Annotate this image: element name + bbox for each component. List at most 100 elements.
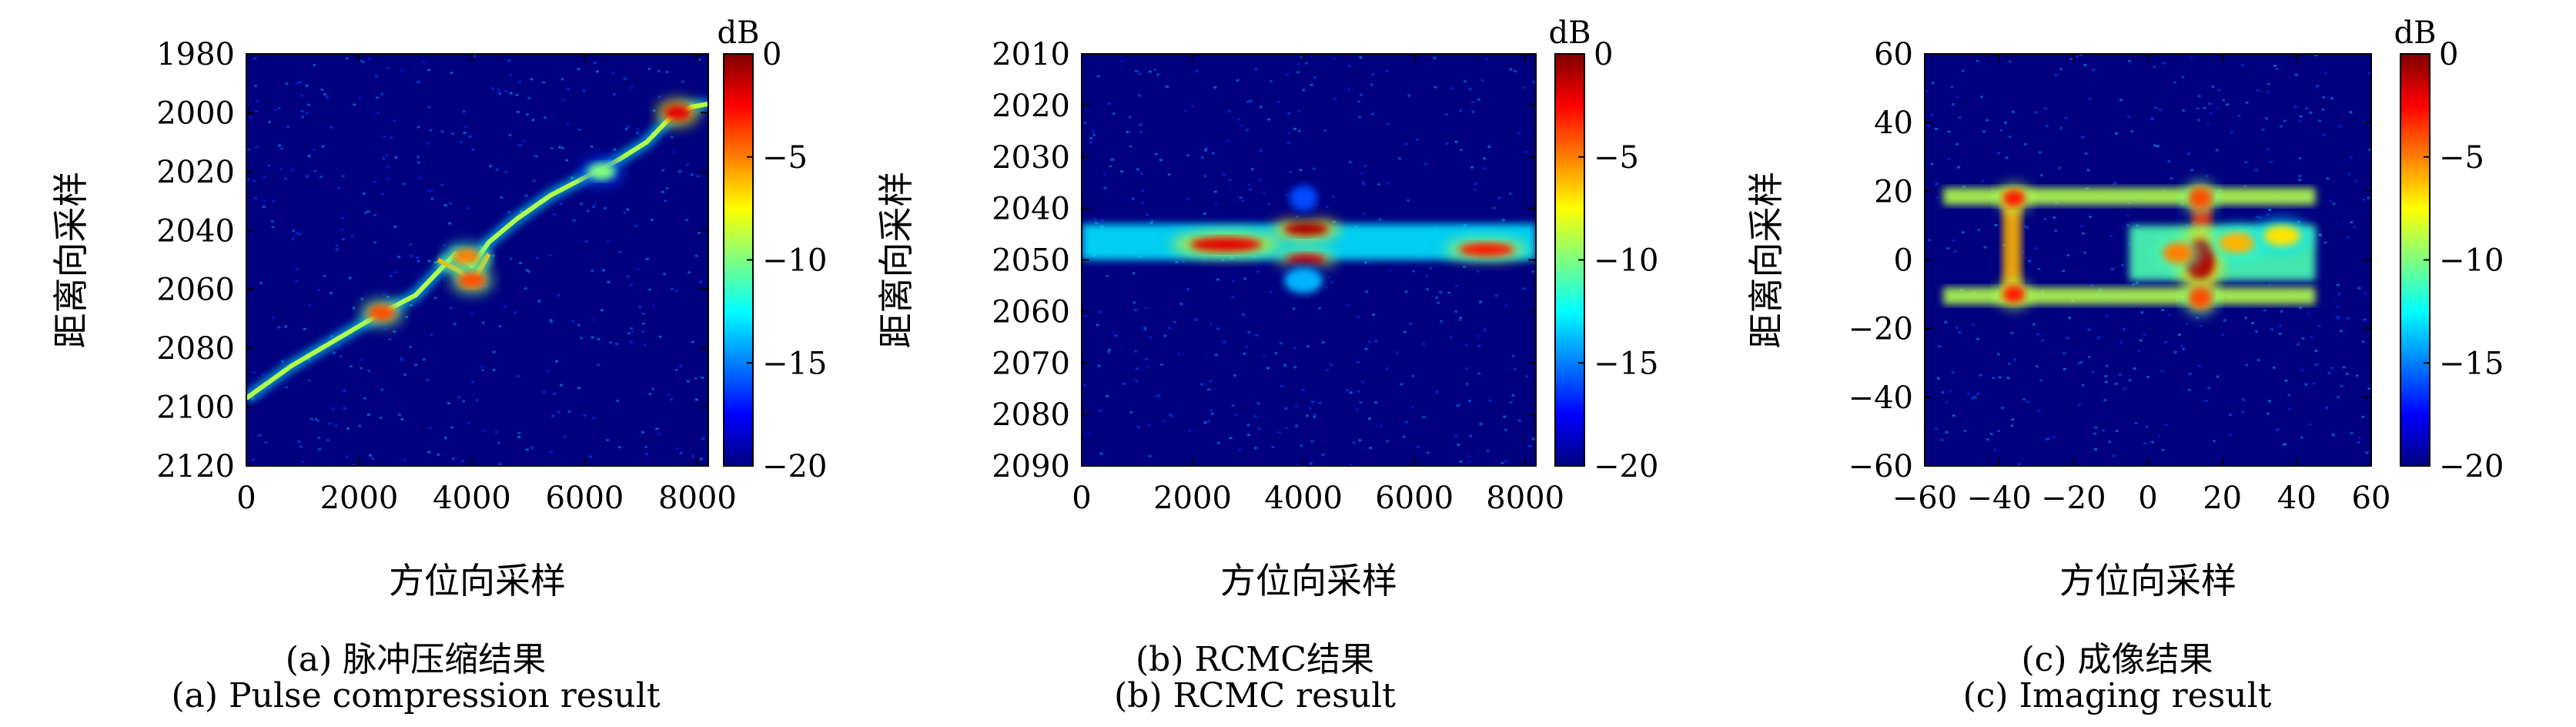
x-tick-label: 0 <box>1072 481 1091 516</box>
heatmap-spot <box>1283 267 1323 293</box>
y-tick-label: 2080 <box>992 397 1070 433</box>
heatmap-spot <box>367 304 396 321</box>
x-tick-label: 6000 <box>546 481 624 516</box>
x-tick-label: 6000 <box>1375 481 1454 516</box>
x-axis-label: 方位向采样 <box>1220 560 1397 601</box>
heatmap-content <box>1925 54 2371 466</box>
x-tick-label: 40 <box>2277 481 2317 516</box>
heatmap-spot <box>2163 243 2193 263</box>
x-tick-label: 4000 <box>1264 481 1343 516</box>
y-tick-label: 2030 <box>992 140 1070 176</box>
y-tick-label: 2080 <box>156 331 235 367</box>
heatmap-band <box>1943 287 2316 305</box>
y-tick-label: 2050 <box>992 243 1070 279</box>
colorbar: 0 −5 −10 −15 −20 dB <box>1549 15 1659 484</box>
heatmap-noise <box>246 55 705 466</box>
colorbar-tick-label: −20 <box>1594 449 1658 484</box>
x-axis-label: 方位向采样 <box>2059 560 2236 601</box>
heatmap-spot <box>452 248 480 266</box>
y-tick-label: 2040 <box>992 192 1070 227</box>
y-tick-label: 0 <box>1894 243 1913 279</box>
y-tick-label: 2020 <box>156 155 235 190</box>
x-tick-label: 0 <box>2138 481 2157 516</box>
heatmap-spot <box>1290 185 1318 211</box>
y-tick-label: 2040 <box>156 213 235 249</box>
panel-c: −60 −40 −20 0 20 40 60 60 40 20 0 −20 −40 −60 方位向采样 距离向… <box>1745 15 2504 601</box>
colorbar-tick-label: −15 <box>2439 346 2504 381</box>
x-tick-label: 4000 <box>433 481 511 516</box>
y-axis-label: 距离向采样 <box>50 172 92 349</box>
heatmap-spot <box>2189 187 2212 209</box>
y-axis-label: 距离向采样 <box>1745 172 1787 349</box>
colorbar: 0 −5 −10 −15 −20 dB <box>2394 15 2504 484</box>
y-tick-label: 2060 <box>156 273 235 308</box>
y-tick-label: 2100 <box>156 390 235 426</box>
caption-a-en: (a) Pulse compression result <box>171 676 661 715</box>
panel-b: 0 2000 4000 6000 8000 2010 2020 2030 2040 2050 206… <box>875 15 1658 601</box>
colorbar-tick-label: −5 <box>762 140 808 176</box>
caption-b-en: (b) RCMC result <box>1114 676 1396 715</box>
colorbar-tick-label: −20 <box>762 449 827 484</box>
colorbar-tick-label: −10 <box>762 243 827 279</box>
x-tick-label: 8000 <box>1486 481 1564 516</box>
x-tick-label: 20 <box>2203 481 2242 516</box>
heatmap-spot <box>587 163 616 180</box>
y-axis-label: 距离向采样 <box>875 172 917 349</box>
colorbar: 0 −5 −10 −15 −20 dB <box>718 15 828 484</box>
heatmap-spot <box>2002 285 2026 303</box>
x-tick-label: −60 <box>1892 481 1957 516</box>
x-axis-label: 方位向采样 <box>389 560 566 601</box>
y-tick-label: 2120 <box>156 449 235 484</box>
heatmap-spot <box>1458 243 1514 256</box>
y-tick-label: 2090 <box>992 449 1070 484</box>
panel-a: 0 2000 4000 6000 8000 1980 2000 2020 2040 2060 208… <box>50 15 827 601</box>
colorbar-tick-label: 0 <box>762 37 781 72</box>
colorbar-tick-label: 0 <box>1594 37 1613 72</box>
colorbar-tick-label: −15 <box>1594 346 1658 381</box>
y-tick-label: 2070 <box>992 346 1070 381</box>
heatmap-spot <box>2263 225 2301 246</box>
colorbar-label: dB <box>718 15 760 51</box>
x-tick-label: 8000 <box>658 481 737 516</box>
caption-b-cn: (b) RCMC结果 <box>1136 640 1374 679</box>
y-tick-label: 2060 <box>992 294 1070 330</box>
colorbar-tick-label: −20 <box>2439 449 2504 484</box>
x-tick-label: 60 <box>2352 481 2391 516</box>
colorbar-tick-label: −5 <box>1594 140 1639 176</box>
x-tick-label: −20 <box>2041 481 2106 516</box>
y-tick-label: 20 <box>1874 174 1913 209</box>
y-tick-label: 2000 <box>156 95 235 131</box>
x-tick-label: 0 <box>236 481 256 516</box>
y-tick-label: 2020 <box>992 89 1070 124</box>
y-tick-label: −40 <box>1848 380 1913 416</box>
caption-c-cn: (c) 成像结果 <box>2021 640 2213 679</box>
heatmap-spot <box>1283 222 1329 236</box>
y-tick-label: 1980 <box>156 37 235 72</box>
heatmap-band <box>1943 187 2316 206</box>
heatmap-content <box>246 55 708 466</box>
colorbar-tick-label: −10 <box>1594 243 1658 279</box>
x-tick-label: −40 <box>1966 481 2031 516</box>
colorbar-tick-label: −15 <box>762 346 827 381</box>
heatmap-spot <box>457 272 486 289</box>
heatmap-spot <box>2218 232 2257 253</box>
y-tick-label: −60 <box>1848 449 1913 484</box>
colorbar-tick-label: −5 <box>2439 140 2484 176</box>
caption-a-cn: (a) 脉冲压缩结果 <box>285 640 547 679</box>
y-tick-label: 2010 <box>992 37 1070 72</box>
y-tick-label: −20 <box>1848 312 1913 347</box>
x-tick-label: 2000 <box>320 481 399 516</box>
heatmap-spot <box>2189 287 2212 308</box>
y-tick-label: 40 <box>1874 106 1913 141</box>
colorbar-tick-label: −10 <box>2439 243 2504 279</box>
colorbar-tick-label: 0 <box>2439 37 2458 72</box>
colorbar-label: dB <box>1549 15 1591 51</box>
heatmap-spot <box>2002 189 2026 207</box>
y-tick-label: 60 <box>1874 37 1913 72</box>
heatmap-spot <box>1189 237 1263 252</box>
x-tick-label: 2000 <box>1153 481 1232 516</box>
axes-frame <box>246 53 709 467</box>
caption-c-en: (c) Imaging result <box>1962 676 2272 715</box>
